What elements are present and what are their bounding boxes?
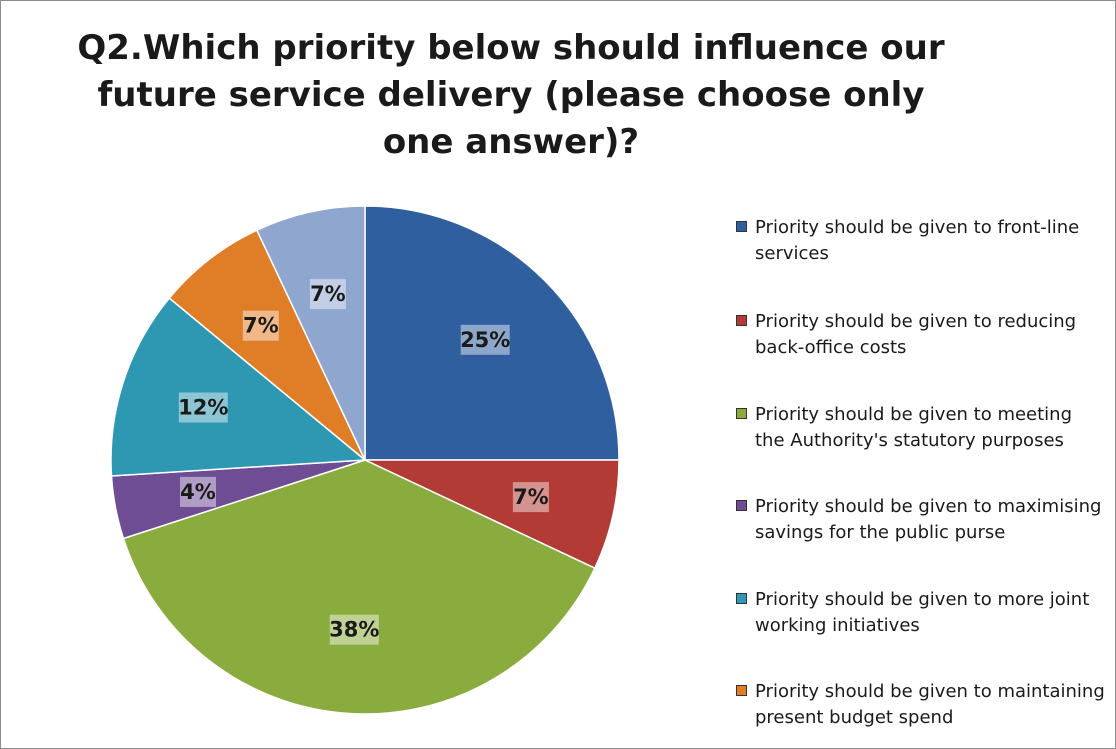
legend-swatch	[736, 500, 747, 511]
legend-item-statutory: Priority should be given to meeting the …	[736, 402, 1106, 454]
data-label: 7%	[310, 282, 346, 306]
pie-slice	[364, 205, 620, 461]
legend-item-back-office: Priority should be given to reducing bac…	[736, 309, 1106, 361]
legend-swatch	[736, 593, 747, 604]
legend-swatch	[736, 408, 747, 419]
data-label: 12%	[178, 396, 228, 420]
data-label: 38%	[329, 618, 379, 642]
legend-item-front-line: Priority should be given to front-line s…	[736, 215, 1106, 267]
legend-label: Priority should be given to meeting the …	[755, 404, 1073, 451]
legend-swatch	[736, 685, 747, 696]
legend-label: Priority should be given to maximising s…	[755, 496, 1102, 543]
legend-label: Priority should be given to maintaining …	[755, 681, 1105, 728]
pie-slice	[364, 459, 620, 570]
data-label-background	[512, 482, 549, 513]
pie-slice	[255, 205, 366, 461]
legend-swatch	[736, 221, 747, 232]
legend-label: Priority should be given to front-line s…	[755, 217, 1080, 264]
pie-slice	[122, 459, 596, 715]
data-label-background	[242, 310, 279, 341]
data-label-background	[329, 614, 379, 645]
data-label: 25%	[460, 328, 510, 352]
legend-label: Priority should be given to reducing bac…	[755, 311, 1077, 358]
pie-slice	[110, 297, 367, 477]
data-label-background	[460, 324, 510, 355]
data-label-background	[180, 476, 216, 507]
data-label-background	[309, 279, 346, 310]
data-label: 7%	[243, 314, 279, 338]
legend-item-joint-working: Priority should be given to more joint w…	[736, 587, 1106, 639]
data-label: 7%	[513, 485, 549, 509]
legend-item-budget: Priority should be given to maintaining …	[736, 679, 1106, 731]
legend-item-savings: Priority should be given to maximising s…	[736, 494, 1106, 546]
data-label: 4%	[180, 480, 216, 504]
data-label-background	[178, 392, 228, 423]
pie-slice	[168, 229, 366, 461]
legend-swatch	[736, 315, 747, 326]
chart-title: Q2.Which priority below should influence…	[77, 28, 945, 162]
legend-label: Priority should be given to more joint w…	[755, 589, 1090, 636]
